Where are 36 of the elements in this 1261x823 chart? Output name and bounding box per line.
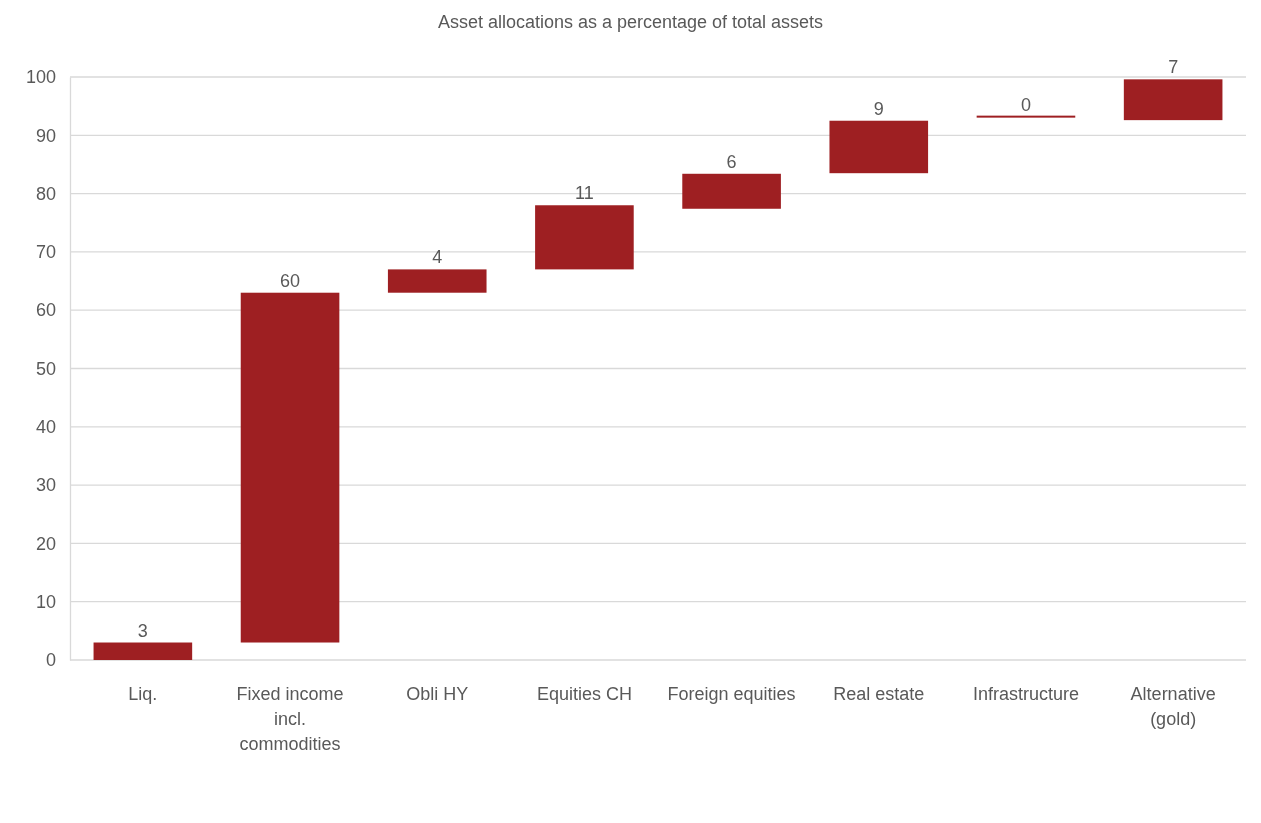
x-tick-label: Fixed income incl. commodities	[236, 684, 344, 755]
x-tick-label: Alternative (gold)	[1130, 684, 1216, 730]
y-tick-label: 50	[35, 358, 56, 379]
data-label: 4	[432, 247, 443, 268]
y-tick-label: 70	[35, 242, 56, 263]
bar	[535, 205, 634, 270]
data-label: 7	[1168, 57, 1179, 78]
x-tick-label: Liq.	[128, 684, 158, 704]
y-tick-label: 10	[35, 591, 56, 612]
y-tick-label: 90	[35, 125, 56, 146]
x-tick-label: Foreign equities	[667, 684, 796, 704]
data-label: 0	[1020, 94, 1031, 115]
data-label: 6	[726, 151, 737, 172]
x-tick-label: Real estate	[833, 684, 925, 704]
data-label: 11	[575, 183, 594, 204]
bar	[240, 292, 340, 643]
y-tick-label: 60	[35, 300, 56, 321]
chart-title: Asset allocations as a percentage of total assets	[437, 12, 824, 32]
x-tick-label: Obli HY	[406, 684, 469, 704]
x-tick-label: Infrastructure	[972, 684, 1079, 704]
bar	[829, 120, 929, 174]
y-tick-label: 40	[35, 417, 56, 438]
y-tick-label: 100	[25, 67, 56, 88]
data-label: 9	[873, 98, 884, 119]
bar	[976, 115, 1076, 118]
data-label: 60	[280, 270, 301, 291]
bar	[387, 269, 487, 293]
y-tick-label: 30	[35, 475, 56, 496]
x-tick-label: Equities CH	[536, 684, 632, 704]
bar	[682, 173, 781, 209]
bar	[93, 642, 193, 660]
y-tick-label: 80	[35, 183, 56, 204]
data-label: 3	[137, 620, 148, 641]
y-tick-label: 0	[45, 650, 56, 671]
y-tick-label: 20	[35, 533, 56, 554]
bar	[1123, 79, 1223, 121]
